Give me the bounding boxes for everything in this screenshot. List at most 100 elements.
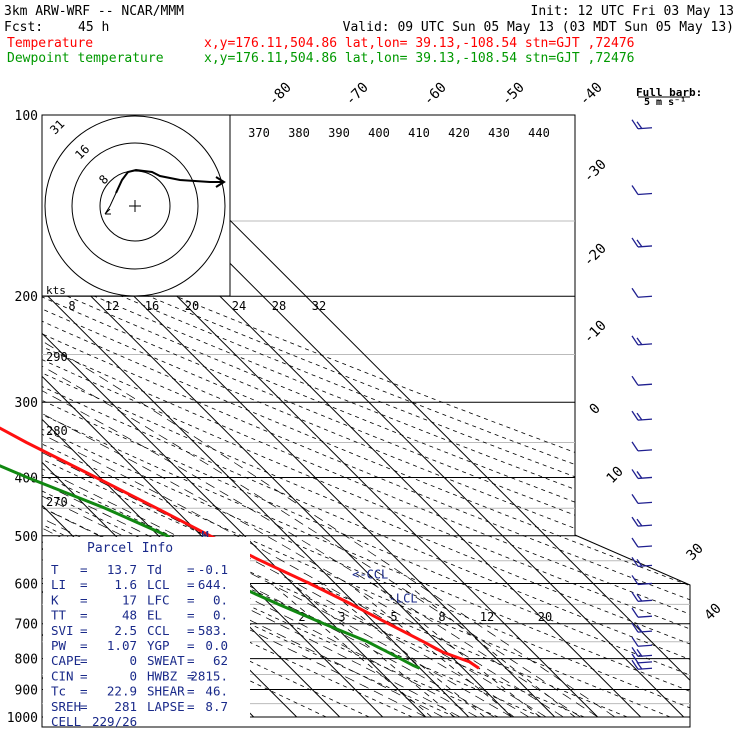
wind-barb — [631, 185, 653, 196]
parcel-value-right: 644. — [198, 577, 228, 592]
parcel-eq-right: = — [187, 608, 195, 623]
parcel-eq-right: = — [187, 684, 195, 699]
parcel-value-left: 17 — [122, 592, 137, 607]
wind-barb — [631, 557, 653, 568]
parcel-eq-left: = — [80, 577, 88, 592]
parcel-value-right: 0. — [213, 608, 228, 623]
theta-e-label: 400 — [368, 126, 390, 140]
parcel-info-rows: T = 13.7 Td = -0.1LI = 1.6 LCL = 644.K = 17 LFC = 0.TT =… — [51, 562, 228, 729]
pressure-tick-label: 900 — [15, 683, 38, 698]
moist-adiabat-line — [42, 295, 426, 718]
parcel-value-right: 62 — [213, 653, 228, 668]
mixing-ratio-line — [320, 583, 485, 718]
theta-label: 290 — [46, 350, 68, 364]
wind-barb — [631, 647, 653, 658]
wind-barb — [631, 659, 653, 670]
parcel-key-right: Td — [147, 562, 162, 577]
forecast-label: Fcst: — [4, 20, 43, 35]
hodograph-speed-label: 24 — [232, 299, 246, 313]
temperature-curve — [0, 426, 480, 670]
dry-adiabat-line — [42, 115, 690, 718]
parcel-eq-left: = — [80, 608, 88, 623]
mixing-ratio-label: 3 — [338, 610, 345, 624]
parcel-info-background — [43, 537, 250, 726]
theta-e-label: 380 — [288, 126, 310, 140]
legend-dewpoint-coords: x,y=176.11,504.86 lat,lon= 39.13,-108.54… — [204, 51, 634, 66]
parcel-eq-left: = — [80, 592, 88, 607]
dry-adiabat-line — [42, 115, 456, 718]
moist-adiabat-line — [42, 295, 547, 718]
pressure-tick-label: 600 — [15, 577, 38, 592]
wind-barb — [631, 237, 653, 248]
isotherm-label: 40 — [702, 601, 725, 624]
valid-time: Valid: 09 UTC Sun 05 May 13 (03 MDT Sun … — [343, 20, 734, 35]
hodograph-units: kts — [46, 284, 66, 297]
theta-e-label: 430 — [488, 126, 510, 140]
wind-barb — [631, 636, 653, 647]
parcel-key-right: LCL — [147, 577, 170, 592]
isotherm-label: -20 — [581, 241, 610, 270]
header: 3km ARW-WRF -- NCAR/MMM Init: 12 UTC Fri… — [4, 4, 734, 66]
parcel-eq-right: = — [187, 577, 195, 592]
level-marker: -LCL — [389, 591, 418, 605]
parcel-value-left: 281 — [114, 699, 137, 714]
theta-e-label: 390 — [328, 126, 350, 140]
hodograph-surface-arrow — [104, 192, 117, 215]
hodograph-speed-label: 20 — [185, 299, 199, 313]
wind-barb — [631, 653, 653, 664]
dry-adiabat-line — [42, 115, 690, 718]
parcel-value-right: 2815. — [190, 668, 228, 683]
dry-adiabat-line — [42, 115, 690, 718]
isotherm-label: -10 — [581, 318, 610, 347]
wind-barb — [631, 287, 653, 298]
model-title: 3km ARW-WRF -- NCAR/MMM — [4, 4, 184, 19]
parcel-key-left: LI — [51, 577, 66, 592]
parcel-value-right: 0. — [213, 592, 228, 607]
parcel-value-right: 0.0 — [205, 638, 228, 653]
parcel-info-title: Parcel Info — [87, 541, 173, 556]
parcel-value-left: 0 — [129, 668, 137, 683]
parcel-key-right: CCL — [147, 623, 170, 638]
mixing-ratio-label: 5 — [390, 610, 397, 624]
pressure-tick-label: 800 — [15, 653, 38, 668]
wind-barb — [631, 591, 653, 602]
wind-barb — [631, 375, 653, 386]
wind-barb — [631, 441, 653, 452]
parcel-value-left: 48 — [122, 608, 137, 623]
parcel-eq-right: = — [187, 653, 195, 668]
forecast-hours: 45 h — [78, 20, 109, 35]
mixing-ratio-line — [270, 583, 433, 718]
hodograph-speed-label: 12 — [105, 299, 119, 313]
theta-e-label: 410 — [408, 126, 430, 140]
wind-barb — [631, 119, 653, 130]
wind-barb — [631, 516, 653, 527]
parcel-key-right: YGP — [147, 638, 170, 653]
hodograph-inset: 31 16 8 kts — [41, 114, 231, 297]
moist-adiabat-line — [42, 295, 530, 718]
parcel-value-right: 583. — [198, 623, 228, 638]
moist-adiabat-line — [42, 295, 598, 718]
wind-barbs: Full barb:5 m s⁻¹ — [631, 86, 702, 670]
parcel-value-left: 0 — [129, 653, 137, 668]
mixing-ratio-line — [292, 583, 455, 718]
isotherm-label: -50 — [499, 80, 528, 109]
parcel-key-left: PW — [51, 638, 67, 653]
isotherm-label: -70 — [343, 80, 372, 109]
parcel-eq-left: = — [80, 562, 88, 577]
isotherm-line — [42, 115, 470, 718]
wind-barb — [631, 335, 653, 346]
parcel-value-right: 46. — [205, 684, 228, 699]
wind-barb — [631, 469, 653, 480]
wind-barb — [631, 607, 653, 618]
dry-adiabat-line — [42, 115, 671, 718]
parcel-value-right: 8.7 — [205, 699, 228, 714]
parcel-eq-right: = — [187, 592, 195, 607]
mixing-ratio-label: 2 — [298, 610, 305, 624]
parcel-key-left: TT — [51, 608, 67, 623]
isotherm-line — [42, 115, 384, 718]
parcel-key-left: CAPE — [51, 653, 81, 668]
dry-adiabat-line — [42, 115, 690, 718]
wind-barb — [631, 622, 653, 633]
isotherm-label: -80 — [266, 80, 295, 109]
